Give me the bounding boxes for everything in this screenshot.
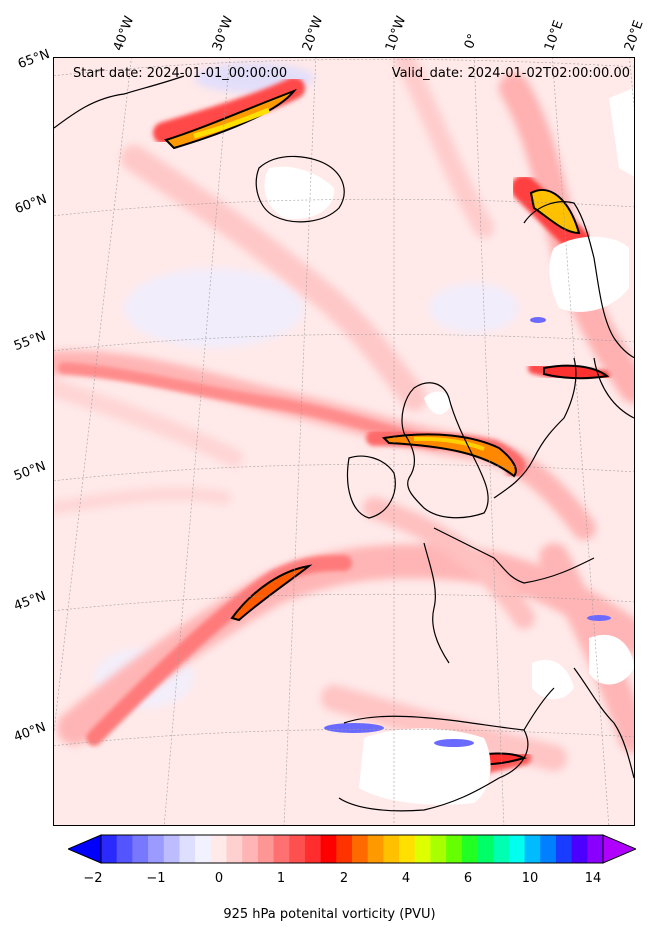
start-date-label: Start date: 2024-01-01_00:00:00: [73, 66, 288, 81]
scandinavia-coast: [523, 201, 634, 359]
france-coast: [433, 527, 595, 584]
colorbar-tick-1: −1: [146, 871, 166, 886]
colorbar-cell: [493, 835, 510, 863]
colorbar-cell: [226, 835, 243, 863]
colorbar-tick-2: 0: [214, 871, 224, 886]
colorbar-tick-5: 4: [401, 871, 411, 886]
italy-coast: [573, 667, 634, 779]
colorbar-tick-0: −2: [83, 871, 103, 886]
colorbar-cell: [352, 835, 369, 863]
greenland-coast: [54, 75, 185, 129]
colorbar-cell: [116, 835, 133, 863]
colorbar-cell: [540, 835, 557, 863]
colorbar-cell: [399, 835, 416, 863]
colorbar-cell: [461, 835, 478, 863]
ireland-coast: [346, 455, 396, 519]
lon-label-20w: 20°W: [299, 14, 327, 53]
colorbar-cell: [304, 835, 322, 863]
colorbar-cell: [210, 835, 227, 863]
lon-label-30w: 30°W: [209, 14, 237, 53]
colorbar-cell: [257, 835, 275, 863]
colorbar-outline: [100, 834, 604, 864]
lon-label-40w: 40°W: [110, 14, 138, 53]
colorbar-cell: [477, 835, 494, 863]
colorbar-cell: [414, 835, 431, 863]
valid-date-label: Valid_date: 2024-01-02T02:00:00.00: [391, 66, 630, 81]
colorbar-extend-low: [68, 834, 102, 864]
coastlines: [54, 75, 634, 812]
colorbar-cell: [163, 835, 180, 863]
lat-label-65n: 65°N: [16, 46, 52, 73]
iceland-coast: [255, 155, 345, 223]
mediterranean-coast: [523, 687, 555, 731]
colorbar-cell: [179, 835, 196, 863]
pv-cores: [164, 88, 610, 766]
lon-label-10e: 10°E: [541, 18, 567, 53]
map-panel: [53, 57, 635, 826]
colorbar-cell: [367, 835, 384, 863]
britain-coast: [401, 382, 489, 519]
colorbar: [68, 834, 636, 864]
colorbar-tick-7: 10: [521, 871, 539, 886]
lon-label-20e: 20°E: [621, 18, 647, 53]
colorbar-cell: [524, 835, 541, 863]
lat-label-60n: 60°N: [13, 191, 49, 218]
north-sea-coast: [493, 357, 577, 499]
colorbar-cell: [320, 835, 337, 863]
graticule: [54, 58, 634, 825]
negative-pv-pockets: [324, 317, 611, 747]
lat-label-40n: 40°N: [12, 719, 48, 746]
colorbar-cell: [430, 835, 447, 863]
colorbar-cell: [273, 835, 290, 863]
lon-label-0: 0°: [461, 31, 482, 51]
colorbar-cells: [101, 835, 604, 863]
colorbar-tick-8: 14: [584, 871, 602, 886]
colorbar-tick-6: 6: [463, 871, 473, 886]
lat-label-55n: 55°N: [12, 328, 48, 355]
colorbar-cell: [148, 835, 165, 863]
colorbar-cell: [571, 835, 588, 863]
france-west-coast: [423, 542, 450, 664]
colorbar-cell: [587, 835, 604, 863]
colorbar-cell: [555, 835, 573, 863]
colorbar-cell: [383, 835, 400, 863]
lat-label-45n: 45°N: [12, 588, 48, 615]
colorbar-extend-high: [602, 834, 636, 864]
colorbar-label: 925 hPa potenital vorticity (PVU): [223, 907, 436, 922]
baltic-coast: [593, 357, 634, 419]
lon-label-10w: 10°W: [382, 14, 410, 53]
colorbar-tick-3: 1: [276, 871, 286, 886]
colorbar-tick-4: 2: [339, 871, 349, 886]
colorbar-cell: [101, 835, 118, 863]
iberia-coast: [338, 715, 529, 812]
colorbar-cell: [132, 835, 149, 863]
colorbar-cell: [195, 835, 212, 863]
colorbar-cell: [446, 835, 463, 863]
colorbar-cell: [242, 835, 259, 863]
colorbar-cell: [508, 835, 526, 863]
pv-field-map: [54, 58, 634, 825]
colorbar-cell: [336, 835, 353, 863]
colorbar-cell: [289, 835, 306, 863]
lat-label-50n: 50°N: [12, 458, 48, 485]
